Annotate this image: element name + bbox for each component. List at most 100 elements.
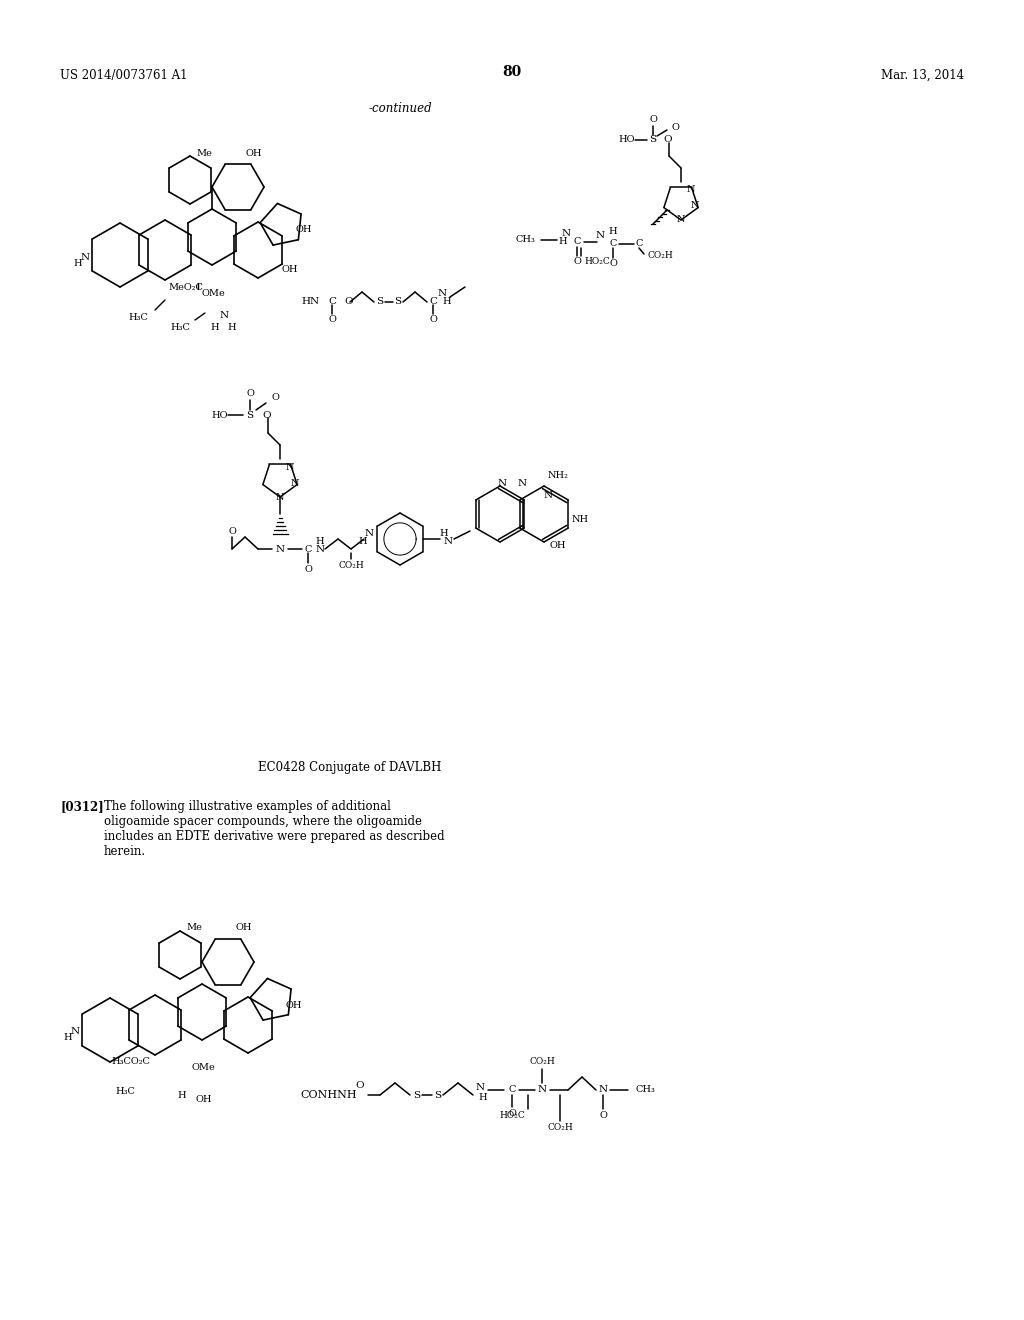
- Text: HO: HO: [618, 136, 635, 144]
- Text: CO₂H: CO₂H: [647, 252, 673, 260]
- Text: CH₃: CH₃: [515, 235, 535, 244]
- Text: CONHNH: CONHNH: [300, 1090, 356, 1100]
- Text: H: H: [358, 537, 367, 546]
- Text: S: S: [434, 1090, 441, 1100]
- Text: N: N: [687, 186, 695, 194]
- Text: Me: Me: [186, 924, 202, 932]
- Text: H₃C: H₃C: [115, 1088, 135, 1097]
- Text: N: N: [71, 1027, 80, 1036]
- Text: C: C: [573, 238, 581, 247]
- Text: O: O: [271, 393, 279, 403]
- Text: NH₂: NH₂: [548, 471, 568, 480]
- Text: C: C: [304, 544, 311, 553]
- Text: H: H: [74, 259, 82, 268]
- Text: H: H: [558, 238, 567, 247]
- Text: O: O: [609, 260, 616, 268]
- Text: N: N: [365, 529, 374, 539]
- Text: H₃CO₂C: H₃CO₂C: [112, 1057, 150, 1067]
- Text: -continued: -continued: [369, 102, 432, 115]
- Text: [0312]: [0312]: [60, 800, 103, 813]
- Text: OH: OH: [282, 265, 299, 275]
- Text: N: N: [81, 252, 90, 261]
- Text: H: H: [315, 536, 324, 545]
- Text: N: N: [691, 202, 699, 210]
- Text: S: S: [247, 411, 254, 420]
- Text: N: N: [316, 544, 326, 553]
- Text: CO₂H: CO₂H: [338, 561, 364, 569]
- Text: O: O: [599, 1110, 607, 1119]
- Text: US 2014/0073761 A1: US 2014/0073761 A1: [60, 69, 187, 82]
- Text: H: H: [478, 1093, 486, 1101]
- Text: H₃C: H₃C: [170, 322, 190, 331]
- Text: C: C: [328, 297, 336, 306]
- Text: HN: HN: [302, 297, 319, 306]
- Text: N: N: [538, 1085, 547, 1094]
- Text: O: O: [429, 315, 437, 325]
- Text: N: N: [275, 492, 285, 502]
- Text: CO₂H: CO₂H: [547, 1122, 572, 1131]
- Text: OH: OH: [195, 1096, 212, 1105]
- Text: HO₂C: HO₂C: [500, 1110, 525, 1119]
- Text: H: H: [178, 1090, 186, 1100]
- Text: H: H: [211, 322, 219, 331]
- Text: S: S: [649, 136, 656, 144]
- Text: O: O: [508, 1109, 516, 1118]
- Text: N: N: [444, 537, 454, 546]
- Text: MeO₂C: MeO₂C: [168, 282, 203, 292]
- Text: N: N: [544, 491, 553, 500]
- Text: H₃C: H₃C: [128, 313, 148, 322]
- Text: N: N: [598, 1085, 607, 1094]
- Text: HO: HO: [212, 411, 228, 420]
- Text: 80: 80: [503, 65, 521, 79]
- Text: S: S: [377, 297, 384, 306]
- Text: N: N: [562, 230, 571, 239]
- Text: Me: Me: [197, 149, 212, 157]
- Text: C: C: [508, 1085, 516, 1094]
- Text: CH₃: CH₃: [636, 1085, 656, 1094]
- Text: OH: OH: [295, 226, 311, 235]
- Text: EC0428 Conjugate of DAVLBH: EC0428 Conjugate of DAVLBH: [258, 760, 441, 774]
- Text: O: O: [573, 257, 581, 267]
- Text: OMe: OMe: [193, 1064, 216, 1072]
- Text: N: N: [498, 479, 507, 488]
- Text: H: H: [439, 528, 449, 537]
- Text: O: O: [228, 527, 236, 536]
- Text: OH: OH: [285, 1001, 301, 1010]
- Text: HO₂C: HO₂C: [584, 257, 609, 267]
- Text: O: O: [649, 116, 657, 124]
- Text: C: C: [635, 239, 643, 248]
- Text: S: S: [414, 1090, 421, 1100]
- Text: OH: OH: [550, 541, 566, 550]
- Text: OMe: OMe: [202, 289, 225, 297]
- Text: N: N: [286, 462, 294, 471]
- Text: O: O: [344, 297, 352, 306]
- Text: O: O: [355, 1081, 365, 1089]
- Text: H: H: [608, 227, 617, 236]
- Text: H: H: [227, 322, 237, 331]
- Text: H: H: [442, 297, 451, 306]
- Text: N: N: [677, 215, 685, 224]
- Text: C: C: [429, 297, 437, 306]
- Text: N: N: [596, 231, 605, 240]
- Text: N: N: [438, 289, 447, 298]
- Text: N: N: [275, 544, 285, 553]
- Text: OH: OH: [234, 924, 252, 932]
- Text: O: O: [328, 315, 336, 325]
- Text: S: S: [394, 297, 401, 306]
- Text: NH: NH: [572, 515, 589, 524]
- Text: O: O: [663, 136, 672, 144]
- Text: O: O: [262, 411, 270, 420]
- Text: O: O: [246, 388, 254, 397]
- Text: OH: OH: [245, 149, 261, 157]
- Text: The following illustrative examples of additional
oligoamide spacer compounds, w: The following illustrative examples of a…: [104, 800, 444, 858]
- Text: N: N: [291, 479, 299, 487]
- Text: N: N: [475, 1082, 484, 1092]
- Text: O: O: [671, 124, 679, 132]
- Text: O: O: [304, 565, 312, 573]
- Text: N: N: [219, 310, 228, 319]
- Text: Mar. 13, 2014: Mar. 13, 2014: [881, 69, 964, 82]
- Text: H: H: [63, 1034, 72, 1043]
- Text: CO₂H: CO₂H: [529, 1056, 555, 1065]
- Text: C: C: [609, 239, 616, 248]
- Text: N: N: [517, 479, 526, 488]
